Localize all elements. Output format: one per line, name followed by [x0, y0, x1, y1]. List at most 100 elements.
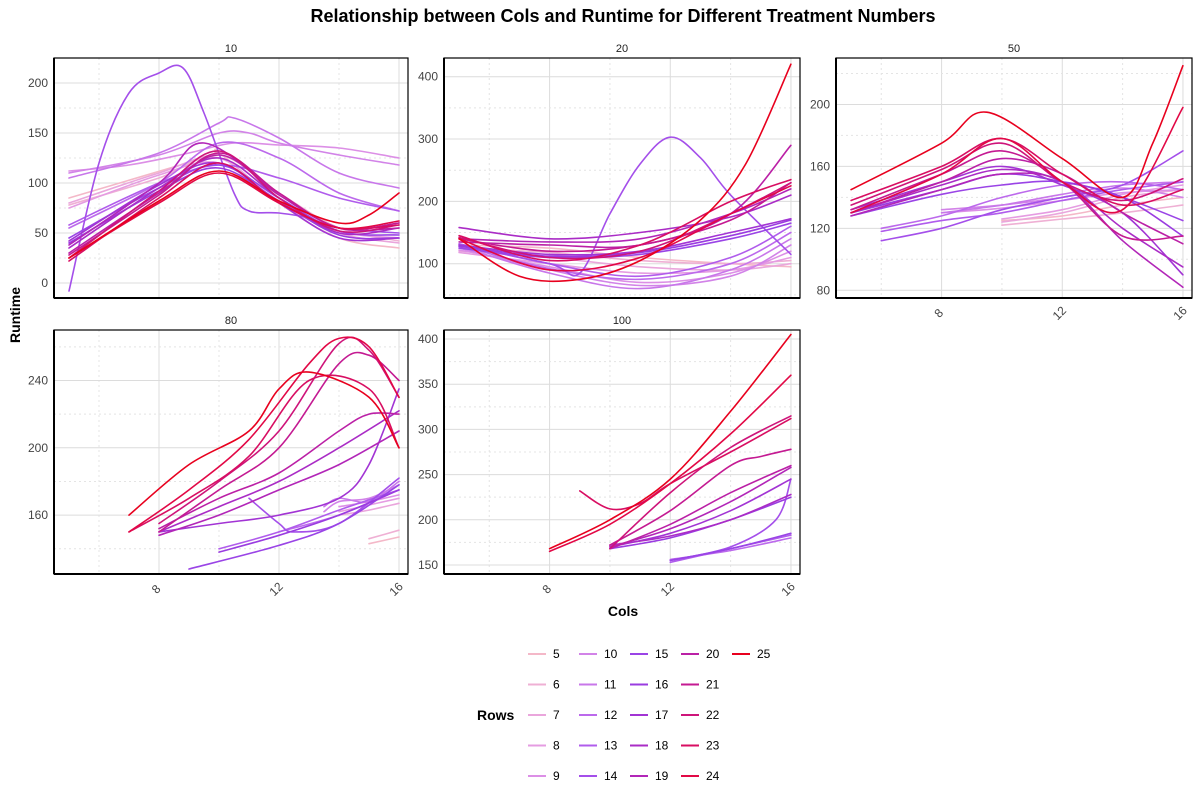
facet-strip-label: 80	[225, 315, 237, 327]
x-tick-label: 12	[658, 579, 678, 599]
legend-label: 24	[706, 769, 720, 783]
y-tick-label: 160	[810, 159, 830, 173]
series-line-rows-23	[128, 374, 400, 533]
series-line-rows-25	[68, 170, 400, 259]
legend-label: 22	[706, 708, 720, 722]
y-tick-label: 0	[41, 276, 48, 290]
legend-entry-11: 11	[579, 678, 617, 692]
series-line-rows-22	[158, 336, 400, 525]
y-tick-label: 120	[810, 221, 830, 235]
series-line-rows-19	[158, 430, 400, 537]
legend-label: 19	[655, 769, 669, 783]
legend-entry-9: 9	[528, 769, 560, 783]
series-line-rows-19	[850, 172, 1184, 288]
y-tick-label: 400	[418, 70, 438, 84]
series-line-rows-20	[609, 464, 792, 550]
legend-label: 11	[604, 678, 617, 692]
x-tick-label: 8	[931, 306, 946, 321]
series-line-rows-12	[458, 231, 792, 281]
series-line-rows-24	[850, 106, 1184, 214]
legend-label: 13	[604, 739, 618, 753]
legend-label: 15	[655, 647, 669, 661]
legend-entry-25: 25	[732, 647, 771, 661]
series-line-rows-17	[609, 478, 792, 548]
y-tick-label: 160	[28, 508, 48, 522]
y-tick-label: 200	[418, 194, 438, 208]
series-line-rows-20	[850, 157, 1184, 245]
series-line-rows-6	[1001, 204, 1184, 226]
legend-entry-23: 23	[681, 739, 720, 753]
legend-entry-21: 21	[681, 678, 720, 692]
series-line-rows-14	[458, 136, 792, 277]
legend-entry-5: 5	[528, 647, 560, 661]
series-line-rows-21	[158, 351, 400, 533]
series-line-rows-24	[128, 336, 400, 533]
legend-title: Rows	[477, 707, 515, 723]
y-tick-label: 200	[810, 97, 830, 111]
series-line-rows-8	[458, 251, 792, 275]
legend-label: 18	[655, 739, 669, 753]
series-lines	[68, 64, 400, 292]
x-tick-label: 8	[149, 582, 164, 597]
y-tick-label: 300	[418, 132, 438, 146]
y-tick-label: 200	[418, 513, 438, 527]
facet-strip-label: 100	[613, 315, 631, 327]
legend-label: 7	[553, 708, 560, 722]
facet-panels: 0 50 100 150 200 10 100 200 300 400 20 80 120 160 200 5…	[28, 43, 1193, 599]
legend-label: 17	[655, 708, 669, 722]
series-line-rows-25	[850, 64, 1184, 199]
x-tick-label: 16	[778, 579, 798, 599]
facet-strip-label: 50	[1008, 43, 1020, 55]
legend-entry-16: 16	[630, 678, 669, 692]
legend-label: 23	[706, 739, 720, 753]
legend-entry-20: 20	[681, 647, 720, 661]
series-line-rows-25	[458, 63, 792, 283]
legend-entry-14: 14	[579, 769, 618, 783]
legend-label: 12	[604, 708, 618, 722]
series-line-rows-21	[850, 150, 1184, 241]
series-line-rows-25	[548, 333, 792, 550]
facet-strip-label: 10	[225, 43, 237, 55]
legend-label: 5	[553, 647, 560, 661]
series-line-rows-22	[850, 142, 1184, 206]
x-tick-label: 8	[539, 582, 554, 597]
series-line-rows-14	[68, 64, 400, 292]
legend-label: 8	[553, 739, 560, 753]
series-line-rows-16	[218, 489, 400, 553]
series-line-rows-13	[218, 489, 400, 550]
series-lines	[850, 64, 1184, 288]
panel-border	[53, 329, 409, 575]
y-tick-label: 150	[28, 126, 48, 140]
series-lines	[548, 333, 792, 564]
x-tick-label: 16	[386, 579, 406, 599]
y-tick-label: 200	[28, 441, 48, 455]
series-line-rows-10	[68, 130, 400, 174]
x-axis-label: Cols	[608, 603, 639, 619]
y-tick-label: 150	[418, 558, 438, 572]
legend-entry-17: 17	[630, 708, 669, 722]
x-tick-label: 12	[266, 579, 286, 599]
legend-label: 20	[706, 647, 720, 661]
series-line-rows-22	[609, 415, 792, 550]
legend-entry-15: 15	[630, 647, 669, 661]
series-line-rows-20	[158, 412, 400, 530]
series-line-rows-18	[158, 410, 400, 533]
series-line-rows-7	[338, 502, 400, 516]
legend-entry-12: 12	[579, 708, 618, 722]
series-line-rows-5	[368, 536, 400, 545]
chart-title: Relationship between Cols and Runtime fo…	[310, 6, 935, 26]
facet-panel-80: 160 200 240 80 8 12 16	[28, 315, 409, 599]
y-tick-label: 50	[35, 226, 49, 240]
series-line-rows-11	[68, 116, 400, 189]
x-tick-label: 16	[1170, 303, 1190, 323]
series-lines	[128, 336, 400, 570]
legend-label: 14	[604, 769, 618, 783]
legend-entry-18: 18	[630, 739, 669, 753]
series-line-rows-24	[458, 185, 792, 272]
facet-panel-100: 150 200 250 300 350 400 100 8 12 16	[418, 315, 801, 599]
series-line-rows-24	[68, 172, 400, 259]
legend-entry-7: 7	[528, 708, 560, 722]
series-line-rows-6	[368, 529, 400, 540]
y-tick-label: 80	[817, 283, 831, 297]
